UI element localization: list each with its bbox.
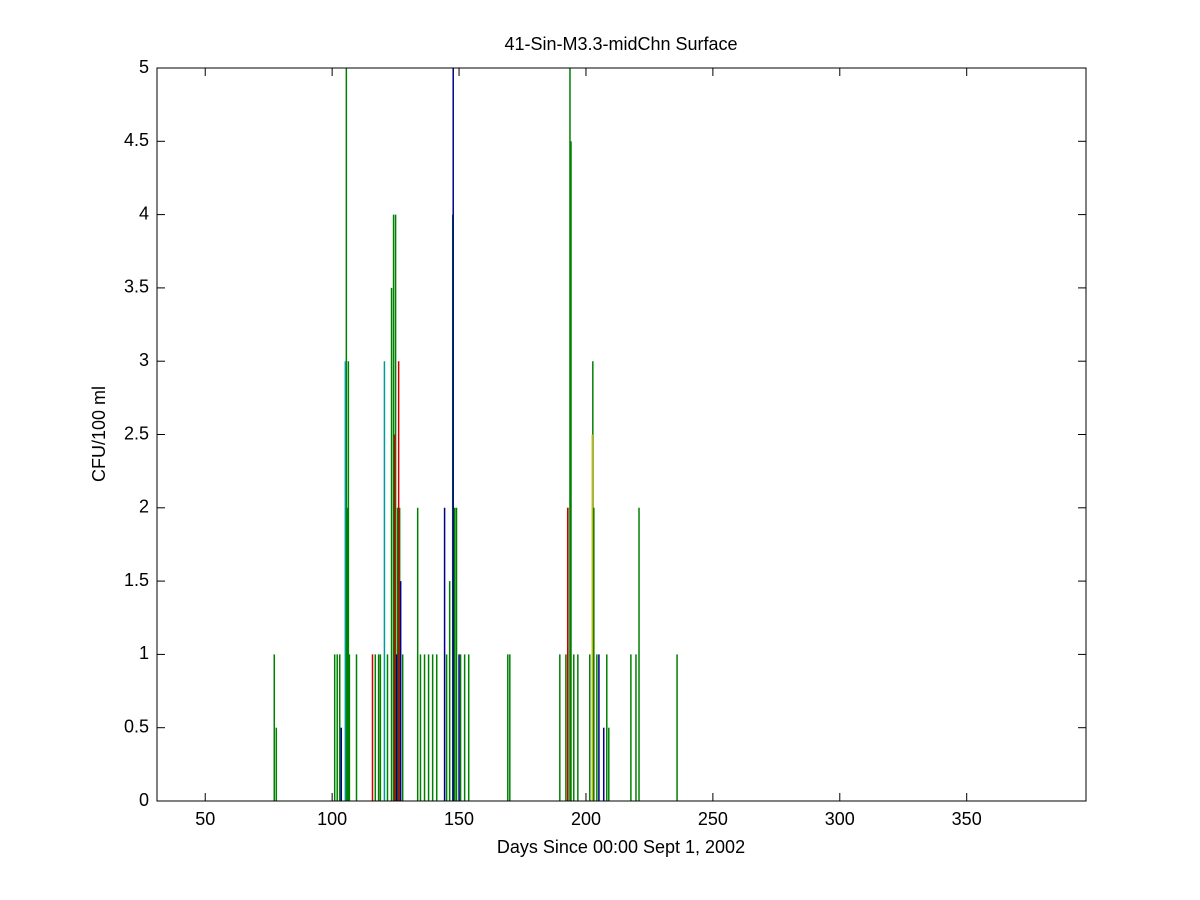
- x-tick-label: 350: [952, 809, 982, 829]
- y-tick-label: 0: [139, 790, 149, 810]
- x-tick-label: 300: [825, 809, 855, 829]
- plot-frame: [156, 67, 1087, 802]
- y-tick-label: 0.5: [124, 716, 149, 736]
- y-tick-label: 2: [139, 497, 149, 517]
- x-tick-label: 200: [571, 809, 601, 829]
- y-tick-label: 1.5: [124, 570, 149, 590]
- y-tick-label: 4.5: [124, 130, 149, 150]
- x-tick-label: 250: [698, 809, 728, 829]
- y-tick-label: 3: [139, 350, 149, 370]
- y-tick-label: 4: [139, 203, 149, 223]
- x-tick-label: 100: [317, 809, 347, 829]
- y-tick-label: 2.5: [124, 423, 149, 443]
- x-tick-label: 50: [195, 809, 215, 829]
- y-tick-label: 5: [139, 57, 149, 77]
- y-tick-label: 1: [139, 643, 149, 663]
- y-axis-label: CFU/100 ml: [89, 386, 109, 482]
- x-axis-label: Days Since 00:00 Sept 1, 2002: [497, 837, 745, 857]
- x-tick-label: 150: [444, 809, 474, 829]
- y-tick-label: 3.5: [124, 277, 149, 297]
- chart-title: 41-Sin-M3.3-midChn Surface: [504, 34, 737, 54]
